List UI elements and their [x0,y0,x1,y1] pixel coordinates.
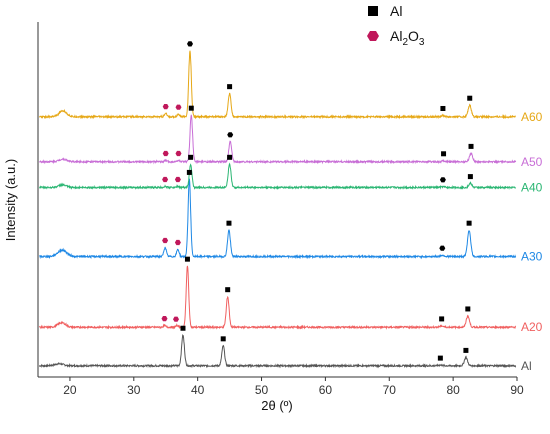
series-label-a30: A30 [521,250,543,264]
al2o3-peak-marker [439,245,446,251]
x-tick-label: 90 [510,383,524,397]
series-label-layer: Al A20 A30 A40 A50 A60 [521,110,543,373]
al-peak-marker [180,325,186,331]
y-axis-label: Intensity (a.u.) [3,159,18,241]
series-line-a30 [39,178,517,260]
x-tick-label: 50 [255,383,269,397]
al-peak-marker [188,154,194,160]
peak-marker-layer [161,41,474,361]
al2o3-peak-marker [162,150,169,157]
legend-label-al: Al [390,3,402,19]
al-peak-marker [220,336,226,342]
al2o3-peak-marker [162,176,169,183]
al-peak-marker [467,174,473,180]
series-label-al: Al [521,359,532,373]
series-line-a50 [38,114,517,165]
al-peak-marker [226,220,232,226]
al2o3-peak-marker [162,237,169,244]
x-tick-label: 30 [127,383,141,397]
al-peak-marker [227,154,233,160]
series-label-a40: A40 [521,180,543,194]
al-peak-marker [186,169,192,175]
al-peak-marker [439,316,445,322]
al-peak-marker [188,105,194,111]
al2o3-peak-marker [162,104,169,110]
al-peak-marker [441,151,447,157]
al2o3-peak-marker [174,176,181,183]
series-label-a20: A20 [521,320,543,334]
legend-hexagon-marker [367,31,379,41]
series-line-a20 [38,265,517,330]
al-peak-marker [467,95,473,101]
series-layer [38,50,517,369]
al2o3-peak-marker [175,150,182,157]
x-tick-label: 20 [63,383,77,397]
x-tick-layer: 20 30 40 50 60 70 80 90 [63,377,524,397]
x-tick-label: 40 [191,383,205,397]
x-tick-label: 60 [319,383,333,397]
al-peak-marker [184,256,190,262]
al2o3-peak-marker [173,316,179,322]
x-axis-label: 2θ (º) [261,398,292,413]
series-label-a50: A50 [521,155,543,169]
al-peak-marker [468,143,474,149]
al-peak-marker [466,220,472,226]
series-line-a40 [38,162,517,191]
al2o3-peak-marker [227,132,234,138]
al2o3-peak-marker [174,239,181,246]
legend: Al Al2O3 [367,3,425,48]
series-line-al [39,334,517,369]
series-line-a60 [39,50,517,120]
al-peak-marker [440,105,446,111]
al-peak-marker [225,287,231,293]
legend-label-al2o3: Al2O3 [390,28,425,48]
al2o3-peak-marker [187,41,193,47]
x-tick-label: 70 [383,383,397,397]
al-peak-marker [463,347,469,353]
al2o3-peak-marker [175,104,182,110]
al2o3-peak-marker [439,177,446,183]
al-peak-marker [465,306,471,312]
legend-square-marker [368,6,378,16]
series-label-a60: A60 [521,110,543,124]
al2o3-peak-marker [161,316,168,322]
x-tick-label: 80 [446,383,460,397]
al-peak-marker [227,84,233,90]
al-peak-marker [437,355,443,361]
